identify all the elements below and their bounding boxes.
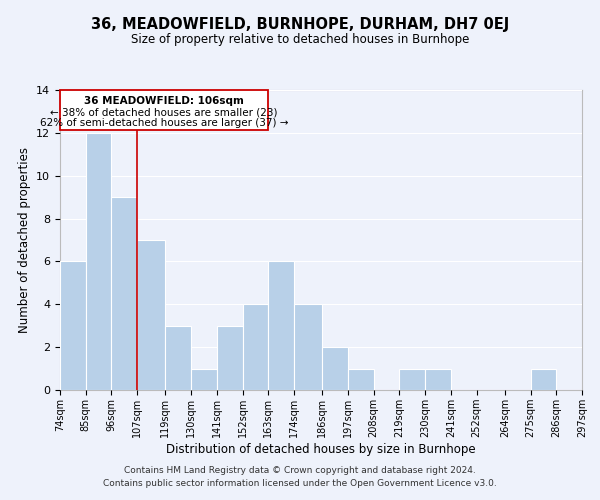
Text: ← 38% of detached houses are smaller (23): ← 38% of detached houses are smaller (23… (50, 107, 278, 117)
Y-axis label: Number of detached properties: Number of detached properties (17, 147, 31, 333)
Bar (582, 368, 600, 390)
Bar (217, 326, 242, 390)
Bar (268, 262, 294, 390)
Bar (242, 304, 268, 390)
Bar (400, 368, 425, 390)
Bar (112, 197, 137, 390)
Text: Contains HM Land Registry data © Crown copyright and database right 2024.
Contai: Contains HM Land Registry data © Crown c… (103, 466, 497, 487)
X-axis label: Distribution of detached houses by size in Burnhope: Distribution of detached houses by size … (166, 442, 476, 456)
Bar (166, 326, 191, 390)
Bar (530, 368, 556, 390)
Bar (294, 304, 322, 390)
Text: 36, MEADOWFIELD, BURNHOPE, DURHAM, DH7 0EJ: 36, MEADOWFIELD, BURNHOPE, DURHAM, DH7 0… (91, 18, 509, 32)
Bar (86, 133, 112, 390)
Bar (137, 240, 166, 390)
Bar (60, 90, 268, 130)
Bar (60, 262, 86, 390)
Bar (425, 368, 451, 390)
Bar (191, 368, 217, 390)
Bar (348, 368, 374, 390)
Text: Size of property relative to detached houses in Burnhope: Size of property relative to detached ho… (131, 32, 469, 46)
Text: 62% of semi-detached houses are larger (37) →: 62% of semi-detached houses are larger (… (40, 118, 289, 128)
Bar (322, 347, 348, 390)
Text: 36 MEADOWFIELD: 106sqm: 36 MEADOWFIELD: 106sqm (84, 96, 244, 106)
